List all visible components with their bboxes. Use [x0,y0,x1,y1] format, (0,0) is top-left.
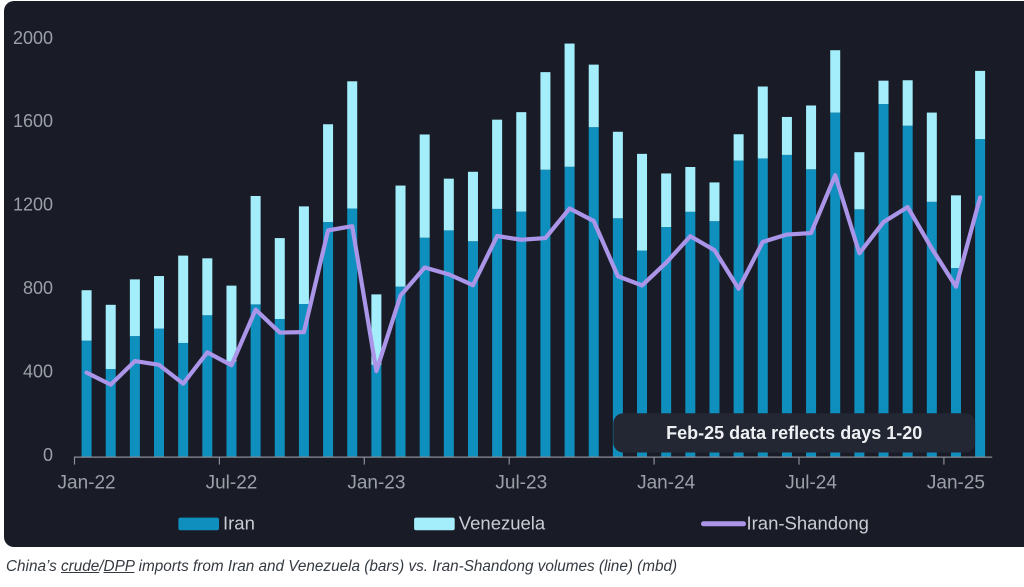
svg-text:1200: 1200 [13,195,53,215]
svg-text:400: 400 [23,361,53,381]
svg-text:Jul-22: Jul-22 [206,473,258,494]
svg-text:Venezuela: Venezuela [459,513,546,534]
svg-text:Iran-Shandong: Iran-Shandong [747,513,869,534]
svg-text:Feb-25 data reflects days 1-20: Feb-25 data reflects days 1-20 [666,423,922,443]
svg-text:Jan-24: Jan-24 [637,473,696,494]
svg-text:Jan-23: Jan-23 [347,473,405,494]
svg-text:Jul-23: Jul-23 [495,473,547,494]
svg-text:Jul-24: Jul-24 [785,473,837,494]
svg-text:0: 0 [43,445,53,465]
svg-text:Jan-25: Jan-25 [927,473,985,494]
svg-text:2000: 2000 [13,28,53,48]
svg-text:800: 800 [23,278,53,298]
svg-text:Iran: Iran [223,513,255,534]
svg-text:1600: 1600 [13,111,53,131]
svg-text:Jan-22: Jan-22 [58,473,116,494]
